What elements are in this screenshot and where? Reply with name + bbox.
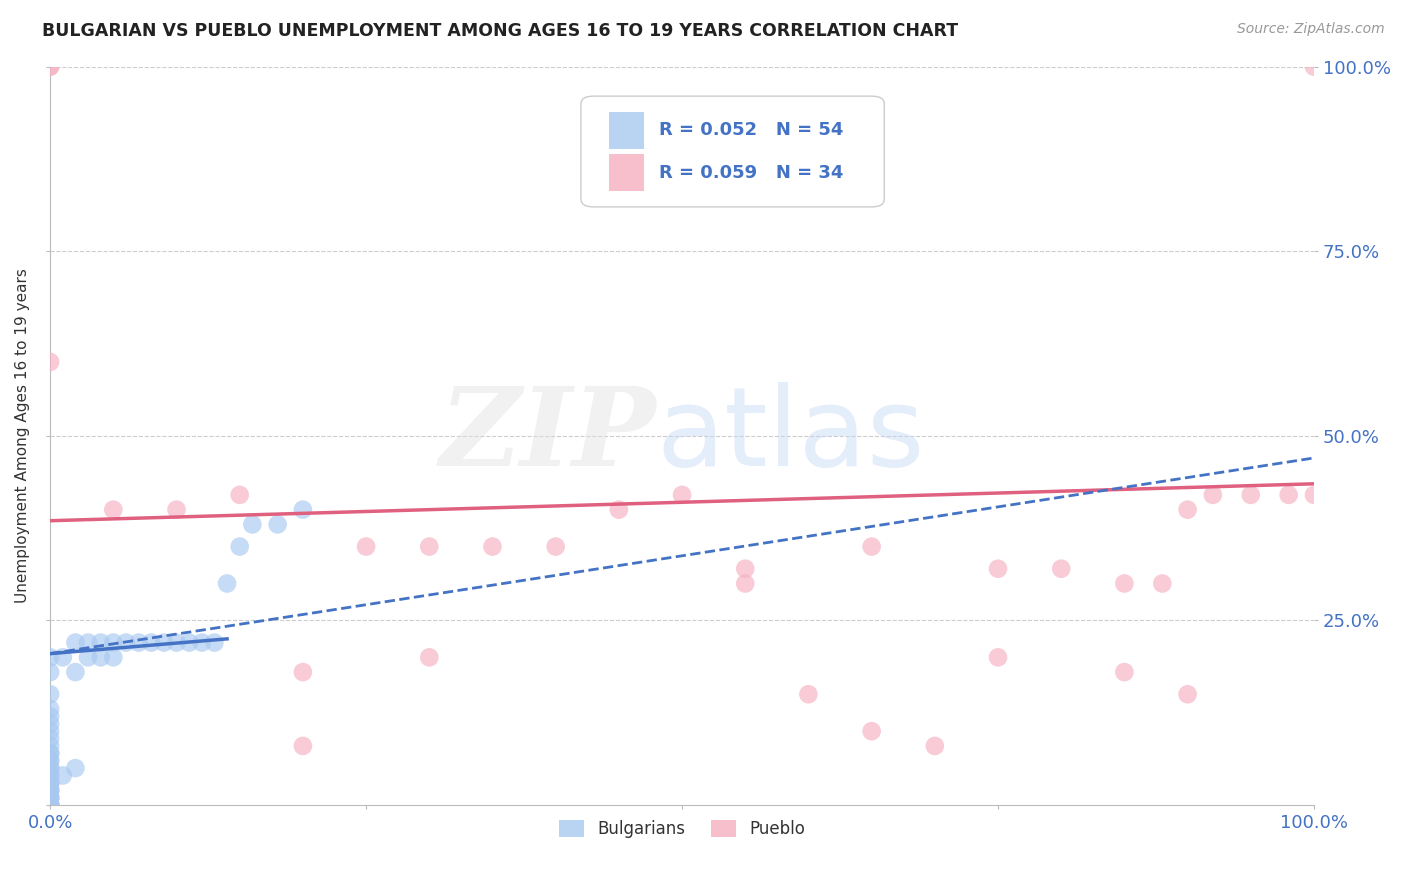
Point bbox=[77, 650, 100, 665]
Point bbox=[103, 650, 125, 665]
Point bbox=[52, 768, 75, 782]
Point bbox=[1303, 60, 1326, 74]
Point bbox=[1050, 562, 1073, 576]
Point bbox=[481, 540, 503, 554]
Point bbox=[39, 60, 62, 74]
Point bbox=[1114, 576, 1136, 591]
Point bbox=[153, 635, 176, 649]
Point bbox=[1177, 502, 1199, 516]
Point bbox=[90, 650, 112, 665]
Point bbox=[39, 768, 62, 782]
Point bbox=[291, 739, 314, 753]
Point bbox=[1278, 488, 1301, 502]
Point bbox=[39, 754, 62, 768]
Point bbox=[1177, 687, 1199, 701]
Point bbox=[39, 783, 62, 797]
Point bbox=[1202, 488, 1225, 502]
Text: R = 0.059   N = 34: R = 0.059 N = 34 bbox=[659, 163, 844, 182]
Point bbox=[39, 790, 62, 805]
Point bbox=[39, 790, 62, 805]
Point bbox=[39, 754, 62, 768]
Point bbox=[39, 747, 62, 761]
FancyBboxPatch shape bbox=[609, 112, 644, 149]
Text: atlas: atlas bbox=[657, 383, 925, 490]
Text: R = 0.052   N = 54: R = 0.052 N = 54 bbox=[659, 121, 844, 139]
Point bbox=[734, 576, 756, 591]
Point bbox=[166, 635, 188, 649]
Point bbox=[39, 731, 62, 746]
Y-axis label: Unemployment Among Ages 16 to 19 years: Unemployment Among Ages 16 to 19 years bbox=[15, 268, 30, 603]
Point bbox=[228, 540, 250, 554]
Point bbox=[418, 650, 440, 665]
Point bbox=[204, 635, 226, 649]
Point bbox=[39, 739, 62, 753]
Point bbox=[52, 650, 75, 665]
FancyBboxPatch shape bbox=[609, 154, 644, 191]
FancyBboxPatch shape bbox=[581, 96, 884, 207]
Point bbox=[179, 635, 201, 649]
Point bbox=[860, 540, 883, 554]
Point bbox=[103, 635, 125, 649]
Point bbox=[607, 502, 630, 516]
Point bbox=[987, 650, 1010, 665]
Text: ZIP: ZIP bbox=[440, 382, 657, 490]
Point bbox=[39, 724, 62, 739]
Point bbox=[1152, 576, 1174, 591]
Point bbox=[39, 797, 62, 812]
Point bbox=[39, 60, 62, 74]
Point bbox=[987, 562, 1010, 576]
Point bbox=[924, 739, 946, 753]
Point bbox=[39, 665, 62, 679]
Point bbox=[65, 665, 87, 679]
Point bbox=[128, 635, 150, 649]
Point bbox=[39, 783, 62, 797]
Point bbox=[418, 540, 440, 554]
Point bbox=[39, 783, 62, 797]
Point bbox=[103, 502, 125, 516]
Point bbox=[228, 488, 250, 502]
Point bbox=[39, 761, 62, 775]
Point bbox=[671, 488, 693, 502]
Point bbox=[1114, 665, 1136, 679]
Point bbox=[115, 635, 138, 649]
Text: BULGARIAN VS PUEBLO UNEMPLOYMENT AMONG AGES 16 TO 19 YEARS CORRELATION CHART: BULGARIAN VS PUEBLO UNEMPLOYMENT AMONG A… bbox=[42, 22, 959, 40]
Point bbox=[39, 797, 62, 812]
Legend: Bulgarians, Pueblo: Bulgarians, Pueblo bbox=[553, 814, 811, 845]
Point bbox=[39, 687, 62, 701]
Point bbox=[191, 635, 214, 649]
Point bbox=[860, 724, 883, 739]
Point bbox=[39, 747, 62, 761]
Point bbox=[39, 716, 62, 731]
Point bbox=[217, 576, 239, 591]
Point bbox=[39, 709, 62, 723]
Point bbox=[797, 687, 820, 701]
Point bbox=[39, 776, 62, 790]
Point bbox=[166, 502, 188, 516]
Point bbox=[39, 797, 62, 812]
Point bbox=[266, 517, 288, 532]
Point bbox=[39, 776, 62, 790]
Point bbox=[734, 562, 756, 576]
Point bbox=[39, 355, 62, 369]
Point bbox=[240, 517, 263, 532]
Point bbox=[1240, 488, 1263, 502]
Point bbox=[65, 635, 87, 649]
Point bbox=[291, 502, 314, 516]
Point bbox=[1303, 488, 1326, 502]
Point bbox=[141, 635, 163, 649]
Point bbox=[291, 665, 314, 679]
Point bbox=[39, 761, 62, 775]
Point bbox=[65, 761, 87, 775]
Point bbox=[77, 635, 100, 649]
Point bbox=[39, 790, 62, 805]
Point bbox=[39, 776, 62, 790]
Point bbox=[39, 650, 62, 665]
Point bbox=[39, 768, 62, 782]
Point bbox=[544, 540, 567, 554]
Text: Source: ZipAtlas.com: Source: ZipAtlas.com bbox=[1237, 22, 1385, 37]
Point bbox=[39, 702, 62, 716]
Point bbox=[39, 797, 62, 812]
Point bbox=[90, 635, 112, 649]
Point bbox=[354, 540, 377, 554]
